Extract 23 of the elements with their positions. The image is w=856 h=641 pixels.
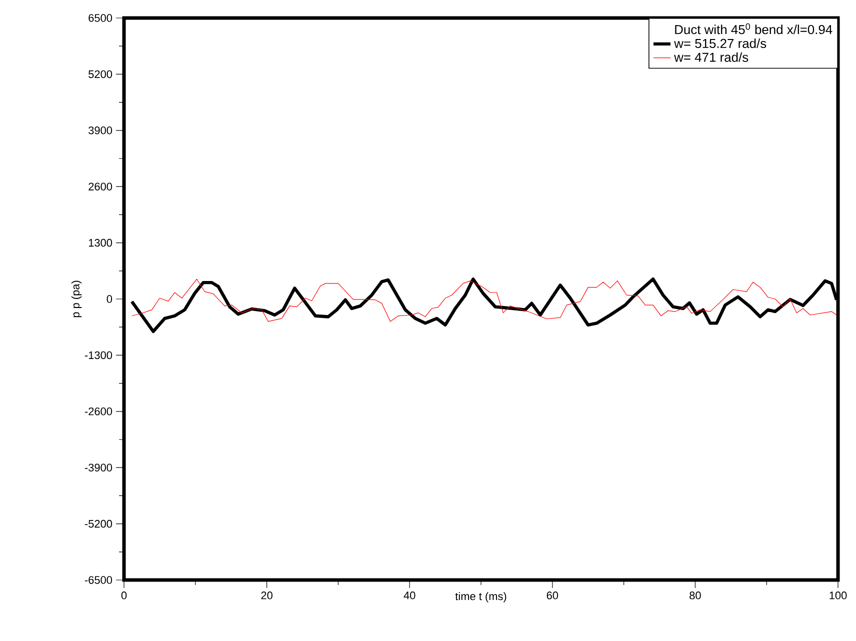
x-axis-title: time t (ms) [455,592,506,602]
x-tick-label: 100 [830,592,847,600]
y-tick-label: -5200 [84,520,112,528]
line-series [132,278,837,322]
legend-label: w= 515.27 rad/s [674,38,766,48]
y-tick-label: 6500 [88,14,112,22]
x-tick-label: 0 [121,592,127,600]
y-tick-label: -1300 [84,351,112,360]
x-tick-label: 20 [261,592,272,600]
x-tick-label: 80 [690,592,701,600]
legend-title: Duct with 45$^{0}$ bend x/l=0.94 [675,23,832,34]
y-tick-label: 2600 [88,182,112,190]
x-tick-label: 40 [404,592,416,600]
y-tick-label: 0 [106,295,112,303]
y-axis-title: p p (pa) [71,280,82,318]
y-tick-label: -3900 [84,464,112,472]
y-tick-label: -2600 [84,408,112,416]
legend-label: w= 471 rad/s [674,52,748,62]
y-tick-label: 5200 [88,70,112,78]
y-tick-label: -6500 [84,576,112,584]
y-tick-label: 3900 [88,126,112,134]
y-tick-label: 1300 [88,238,112,247]
x-tick-label: 60 [546,592,558,600]
